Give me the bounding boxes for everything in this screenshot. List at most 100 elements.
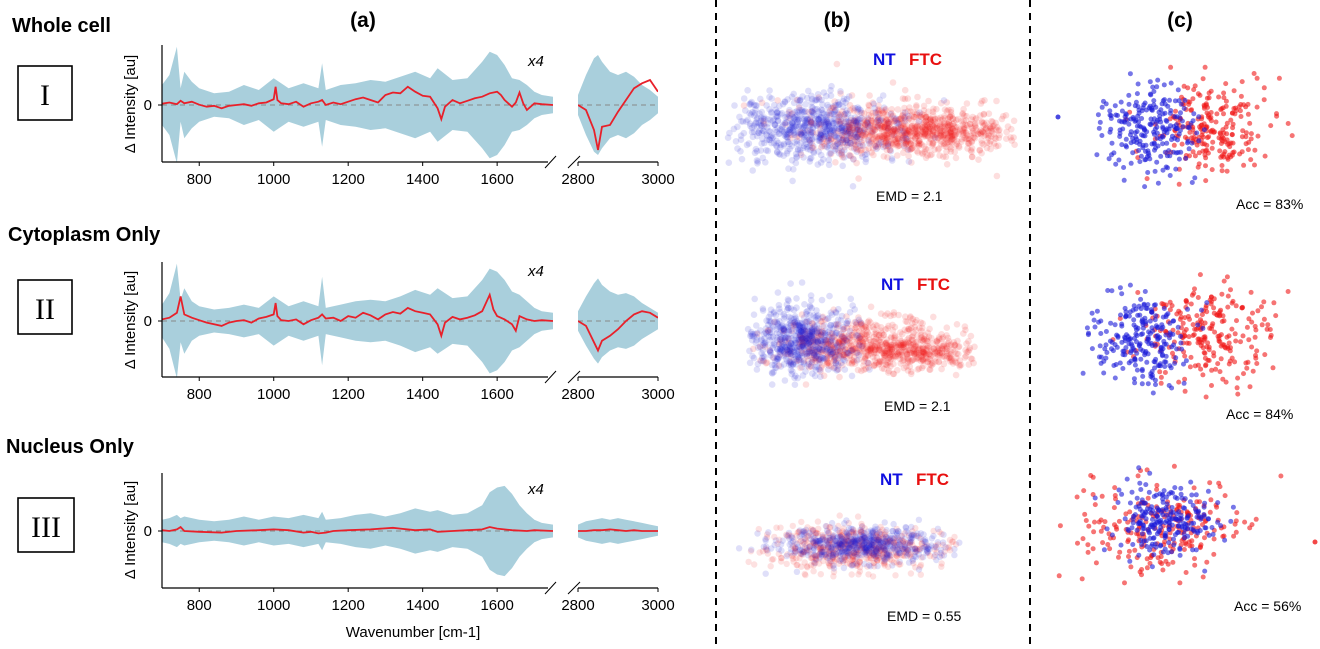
nt-point (900, 142, 908, 150)
ftc-point (884, 124, 892, 132)
nt-point (1163, 332, 1169, 338)
nt-point (896, 558, 903, 565)
ftc-point (1209, 383, 1214, 388)
nt-point (864, 115, 872, 122)
nt-point (857, 319, 865, 327)
ftc-point (907, 129, 914, 136)
ftc-point (952, 371, 960, 379)
nt-point (804, 115, 812, 123)
nt-point (841, 147, 848, 154)
nt-point (881, 557, 888, 564)
nt-point (808, 118, 815, 126)
ftc-point (799, 335, 806, 343)
nt-point (744, 87, 751, 94)
ftc-point (873, 140, 881, 148)
nt-point (902, 131, 909, 138)
ftc-point (839, 339, 846, 346)
nt-point (940, 97, 948, 104)
ftc-point (818, 131, 825, 138)
ftc-point (865, 317, 873, 325)
ftc-point (880, 129, 888, 136)
ftc-point (995, 142, 1002, 149)
nt-point (794, 146, 802, 154)
nt-point (793, 140, 801, 148)
nt-point (797, 323, 805, 331)
nt-point (789, 177, 796, 185)
nt-point (795, 116, 802, 123)
ftc-point (905, 127, 912, 135)
nt-point (771, 121, 778, 128)
nt-point (747, 111, 755, 118)
ftc-point (908, 368, 915, 376)
ftc-point (938, 563, 945, 570)
ftc-point (919, 123, 927, 131)
nt-point (847, 139, 855, 147)
ftc-point (1201, 141, 1207, 147)
ftc-point (842, 139, 849, 147)
ftc-point (962, 129, 970, 137)
nt-point (851, 117, 858, 125)
nt-point (765, 529, 772, 536)
ftc-point (909, 122, 916, 130)
ftc-point (1003, 135, 1010, 142)
ftc-point (847, 152, 855, 160)
nt-point (885, 119, 892, 126)
nt-point (751, 149, 759, 157)
ftc-point (827, 351, 834, 358)
ftc-point (911, 113, 918, 121)
nt-point (1112, 103, 1118, 109)
ftc-point (927, 127, 934, 135)
ftc-point (870, 338, 877, 345)
ftc-point (969, 127, 977, 135)
nt-point (1194, 130, 1200, 136)
nt-point (778, 337, 786, 345)
nt-point (785, 165, 792, 172)
ftc-point (951, 132, 959, 139)
ftc-point (979, 128, 986, 135)
ftc-point (1171, 142, 1177, 148)
nt-point (846, 309, 854, 316)
ftc-point (949, 135, 956, 142)
ftc-point (1208, 114, 1214, 120)
nt-point (763, 102, 770, 109)
nt-point (808, 99, 815, 106)
ftc-point (835, 366, 842, 373)
ftc-point (903, 127, 911, 135)
nt-point (1167, 97, 1172, 103)
nt-point (749, 133, 757, 141)
nt-point (818, 296, 826, 304)
ftc-point (1186, 101, 1192, 107)
ftc-point (909, 124, 916, 132)
ftc-point (944, 133, 952, 140)
nt-point (813, 105, 821, 113)
ftc-point (911, 124, 918, 132)
ftc-point (960, 330, 967, 337)
ftc-point (796, 332, 804, 340)
ftc-point (924, 133, 932, 140)
nt-point (1092, 324, 1098, 330)
ftc-point (891, 136, 898, 143)
nt-point (786, 126, 793, 134)
ftc-point (1218, 343, 1224, 349)
y-tick-label: 0 (144, 97, 152, 114)
ftc-point (1246, 139, 1252, 145)
ftc-point (987, 124, 994, 131)
ftc-point (871, 141, 878, 149)
ftc-point (1249, 319, 1255, 325)
ftc-point (817, 368, 824, 375)
ftc-point (922, 117, 930, 125)
ftc-point (883, 132, 891, 139)
ftc-point (939, 132, 947, 139)
nt-point (845, 129, 852, 136)
nt-point (809, 527, 817, 534)
ftc-point (907, 570, 915, 577)
ftc-point (760, 357, 767, 365)
nt-point (773, 128, 780, 136)
nt-point (808, 108, 815, 115)
ftc-point (891, 337, 899, 344)
ftc-point (889, 129, 897, 136)
nt-point (825, 137, 832, 145)
ftc-point (944, 121, 952, 128)
ftc-point (952, 130, 959, 138)
